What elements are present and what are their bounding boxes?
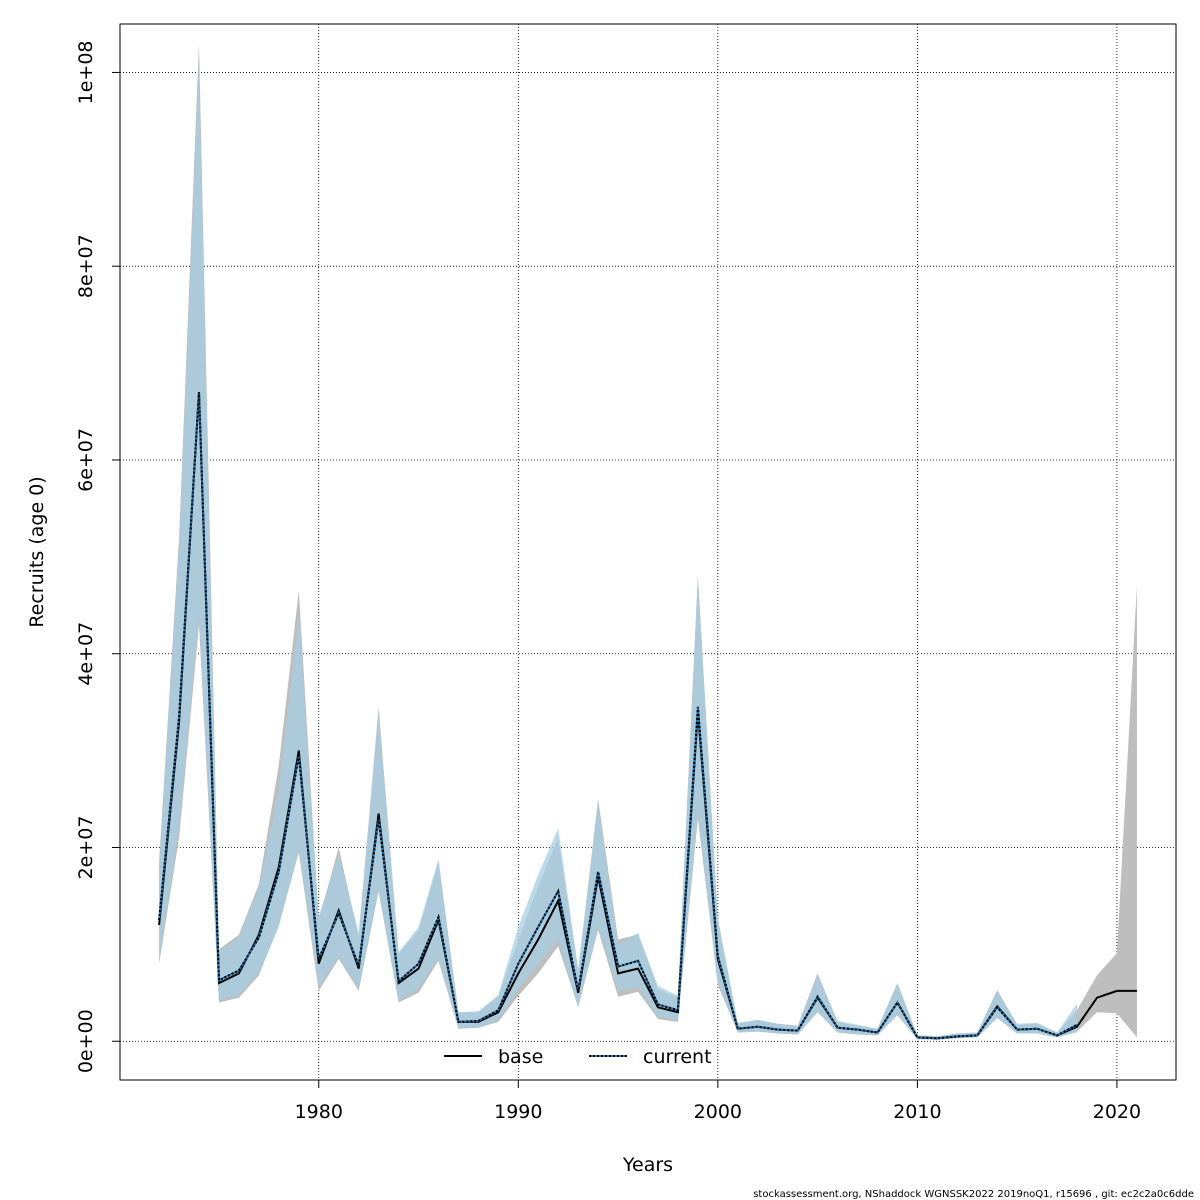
x-axis-title: Years <box>622 1154 673 1176</box>
x-tick-label: 2000 <box>694 1101 742 1123</box>
y-tick-label: 4e+07 <box>75 622 97 686</box>
y-axis: 0e+00 2e+07 4e+07 6e+07 8e+07 1e+08 <box>75 41 120 1073</box>
legend-current-label: current <box>643 1046 712 1068</box>
y-tick-label: 6e+07 <box>75 428 97 492</box>
y-tick-label: 2e+07 <box>75 816 97 880</box>
grid-lines <box>120 24 1176 1080</box>
ci-band-current <box>159 62 1078 1040</box>
x-tick-label: 1990 <box>494 1101 542 1123</box>
y-tick-label: 0e+00 <box>75 1009 97 1073</box>
legend-base-label: base <box>498 1046 543 1068</box>
footer-credit: stockassessment.org, NShaddock WGNSSK202… <box>753 1189 1194 1200</box>
x-axis: 1980 1990 2000 2010 2020 <box>295 1080 1141 1123</box>
series-lines <box>158 392 1137 1040</box>
x-tick-label: 2020 <box>1093 1101 1141 1123</box>
legend: base current <box>444 1046 712 1068</box>
y-tick-label: 8e+07 <box>75 234 97 298</box>
plot-frame <box>119 23 1177 1081</box>
y-axis-title: Recruits (age 0) <box>26 476 48 627</box>
x-tick-label: 2010 <box>893 1101 941 1123</box>
x-tick-label: 1980 <box>295 1101 343 1123</box>
line-current <box>158 392 1078 1040</box>
confidence-bands <box>159 43 1137 1040</box>
y-tick-label: 1e+08 <box>75 41 97 105</box>
